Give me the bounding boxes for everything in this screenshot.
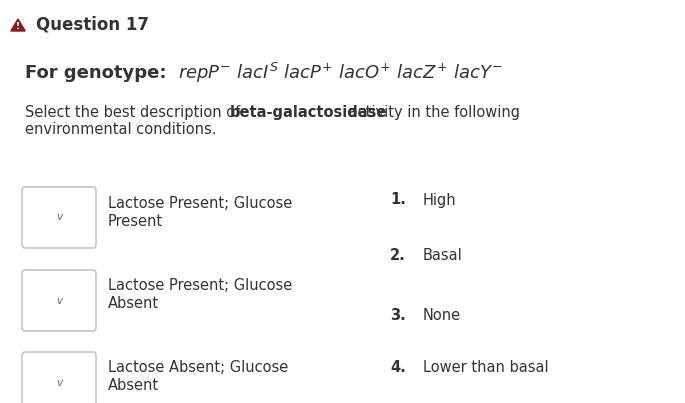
Text: 1.: 1.: [390, 193, 406, 208]
Text: Absent: Absent: [108, 378, 159, 393]
Text: v: v: [56, 295, 62, 305]
Text: Basal: Basal: [423, 247, 463, 262]
Text: environmental conditions.: environmental conditions.: [25, 123, 216, 137]
Text: Lactose Present; Glucose: Lactose Present; Glucose: [108, 195, 292, 210]
Text: v: v: [56, 212, 62, 222]
Text: None: None: [423, 307, 461, 322]
Text: Question 17: Question 17: [36, 16, 149, 34]
Text: !: !: [16, 22, 20, 31]
Text: 4.: 4.: [390, 361, 406, 376]
Text: 2.: 2.: [390, 247, 406, 262]
Text: High: High: [423, 193, 457, 208]
Text: Select the best description of: Select the best description of: [25, 104, 245, 120]
Text: For genotype:: For genotype:: [25, 64, 173, 82]
Text: v: v: [56, 378, 62, 388]
FancyBboxPatch shape: [22, 270, 96, 331]
Text: Lactose Present; Glucose: Lactose Present; Glucose: [108, 278, 292, 293]
Polygon shape: [11, 19, 25, 31]
FancyBboxPatch shape: [22, 352, 96, 403]
Text: $\mathit{repP}^{-}\ \mathit{lacI}^{S}\ \mathit{lacP}^{+}\ \mathit{lacO}^{+}\ \ma: $\mathit{repP}^{-}\ \mathit{lacI}^{S}\ \…: [178, 61, 503, 85]
Text: 3.: 3.: [390, 307, 406, 322]
Text: activity in the following: activity in the following: [344, 104, 520, 120]
Text: Lower than basal: Lower than basal: [423, 361, 549, 376]
Text: beta-galactosidase: beta-galactosidase: [230, 104, 388, 120]
Text: Absent: Absent: [108, 297, 159, 312]
FancyBboxPatch shape: [22, 187, 96, 248]
Text: Lactose Absent; Glucose: Lactose Absent; Glucose: [108, 361, 288, 376]
Text: Present: Present: [108, 214, 163, 229]
